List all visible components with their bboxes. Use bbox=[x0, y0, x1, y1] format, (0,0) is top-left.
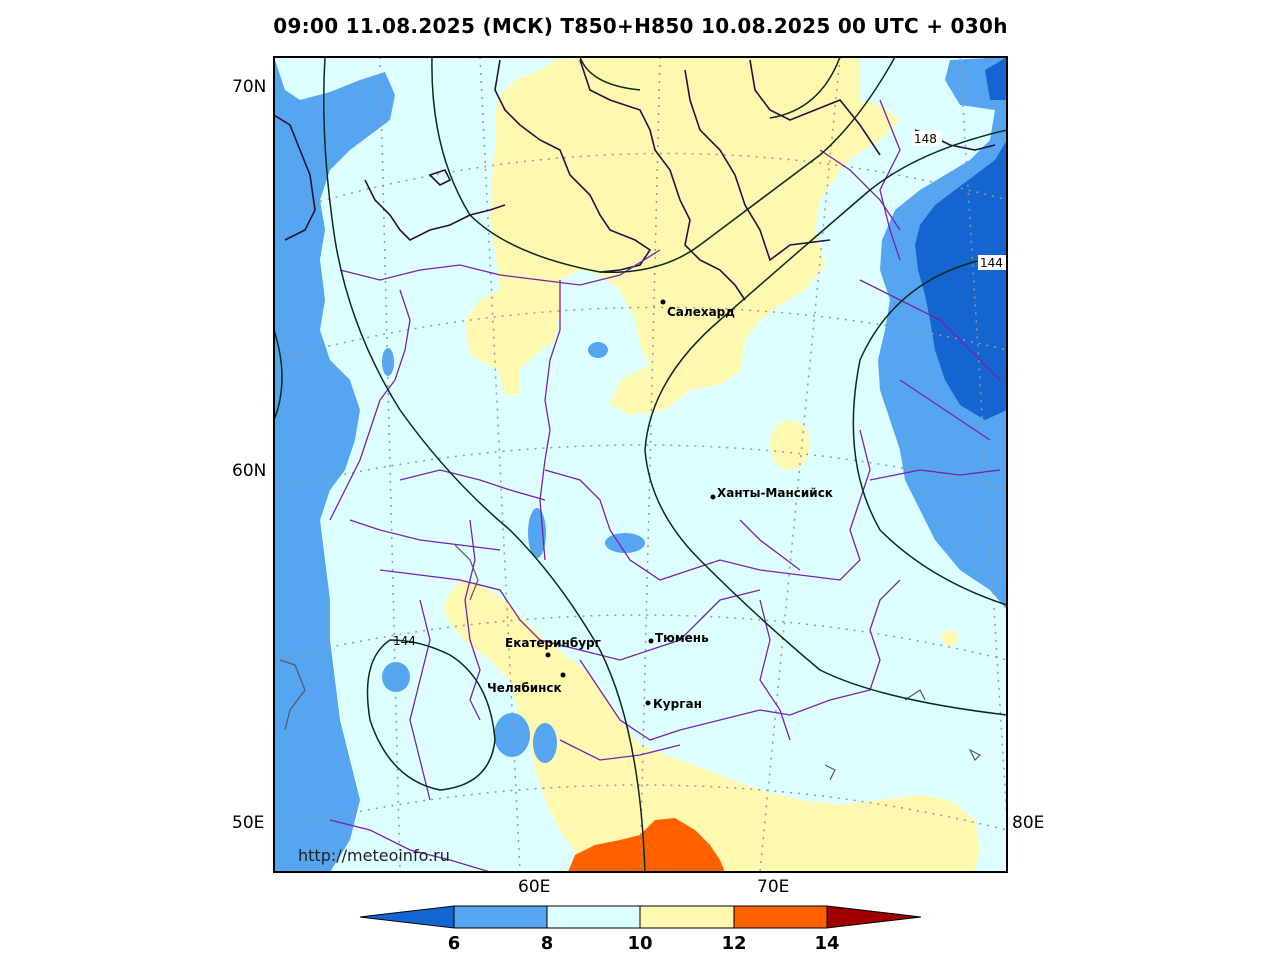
colorbar-tick-8: 8 bbox=[541, 933, 554, 954]
map-title: 09:00 11.08.2025 (МСК) T850+H850 10.08.2… bbox=[273, 14, 1008, 38]
colorbar-tick-10: 10 bbox=[627, 933, 652, 954]
lon-label-60e: 60E bbox=[518, 877, 550, 897]
temperature-field-6-8-west bbox=[274, 57, 395, 872]
city-label-chelyabinsk: Челябинск bbox=[487, 681, 562, 695]
lon-label-80e: 80E bbox=[1012, 813, 1044, 833]
colorbar-segment-lt6 bbox=[359, 905, 455, 929]
city-markers bbox=[545, 299, 716, 706]
contour-label-bg-148 bbox=[912, 131, 942, 146]
map-frame bbox=[273, 56, 1008, 873]
colorbar-segment-12-14 bbox=[733, 905, 828, 929]
lon-label-50e: 50E bbox=[232, 813, 264, 833]
watermark: http://meteoinfo.ru bbox=[298, 846, 450, 865]
colorbar bbox=[359, 905, 922, 929]
city-label-khanty-mansiysk: Ханты-Мансийск bbox=[717, 486, 833, 500]
cold-spot-3 bbox=[588, 342, 608, 358]
geopotential-contours bbox=[274, 57, 1007, 872]
temperature-field-lt6-east bbox=[915, 140, 1007, 420]
colorbar-tick-12: 12 bbox=[721, 933, 746, 954]
city-label-yekaterinburg: Екатеринбург bbox=[505, 636, 601, 650]
temperature-field-10-12-dot bbox=[942, 630, 958, 646]
city-marker-yekaterinburg bbox=[545, 652, 551, 658]
temperature-field-10-12-south bbox=[445, 580, 980, 872]
lat-label-70n: 70N bbox=[232, 77, 266, 97]
temperature-field-10-12-north bbox=[465, 57, 900, 415]
map-area: Салехард Ханты-Мансийск Тюмень Екатеринб… bbox=[274, 57, 1007, 872]
city-label-kurgan: Курган bbox=[653, 697, 702, 711]
city-marker-salekhard bbox=[660, 299, 666, 305]
colorbar-segment-6-8 bbox=[453, 905, 548, 929]
temperature-field-lt6-corner bbox=[985, 57, 1007, 100]
region-borders bbox=[329, 99, 1001, 872]
contour-label-144-west: 144 bbox=[393, 634, 416, 648]
colorbar-segment-8-10 bbox=[546, 905, 641, 929]
city-label-tyumen: Тюмень bbox=[655, 631, 709, 645]
temperature-field-10-12-spot bbox=[770, 420, 810, 470]
colorbar-tick-6: 6 bbox=[448, 933, 461, 954]
coastline bbox=[274, 59, 996, 301]
contour-label-bg-144-east bbox=[978, 255, 1007, 270]
graticule bbox=[274, 57, 1007, 872]
city-marker-khanty-mansiysk bbox=[710, 494, 716, 500]
cold-spot-5 bbox=[382, 662, 410, 692]
contour-label-148: 148 bbox=[914, 132, 937, 146]
colorbar-tick-14: 14 bbox=[814, 933, 839, 954]
city-label-salekhard: Салехард bbox=[667, 305, 735, 319]
colorbar-segment-10-12 bbox=[639, 905, 735, 929]
city-marker-kurgan bbox=[645, 700, 651, 706]
contour-label-144-east: 144 bbox=[980, 256, 1003, 270]
rivers bbox=[279, 544, 982, 781]
cold-spot-7 bbox=[533, 723, 557, 763]
lat-label-60n: 60N bbox=[232, 461, 266, 481]
colorbar-segment-gt14 bbox=[826, 905, 922, 929]
temperature-field-12-14 bbox=[568, 818, 725, 872]
cold-spot-6 bbox=[494, 713, 530, 757]
city-marker-chelyabinsk bbox=[560, 672, 566, 678]
lon-label-70e: 70E bbox=[757, 877, 789, 897]
city-marker-tyumen bbox=[648, 638, 654, 644]
cold-spot-2 bbox=[605, 533, 645, 553]
